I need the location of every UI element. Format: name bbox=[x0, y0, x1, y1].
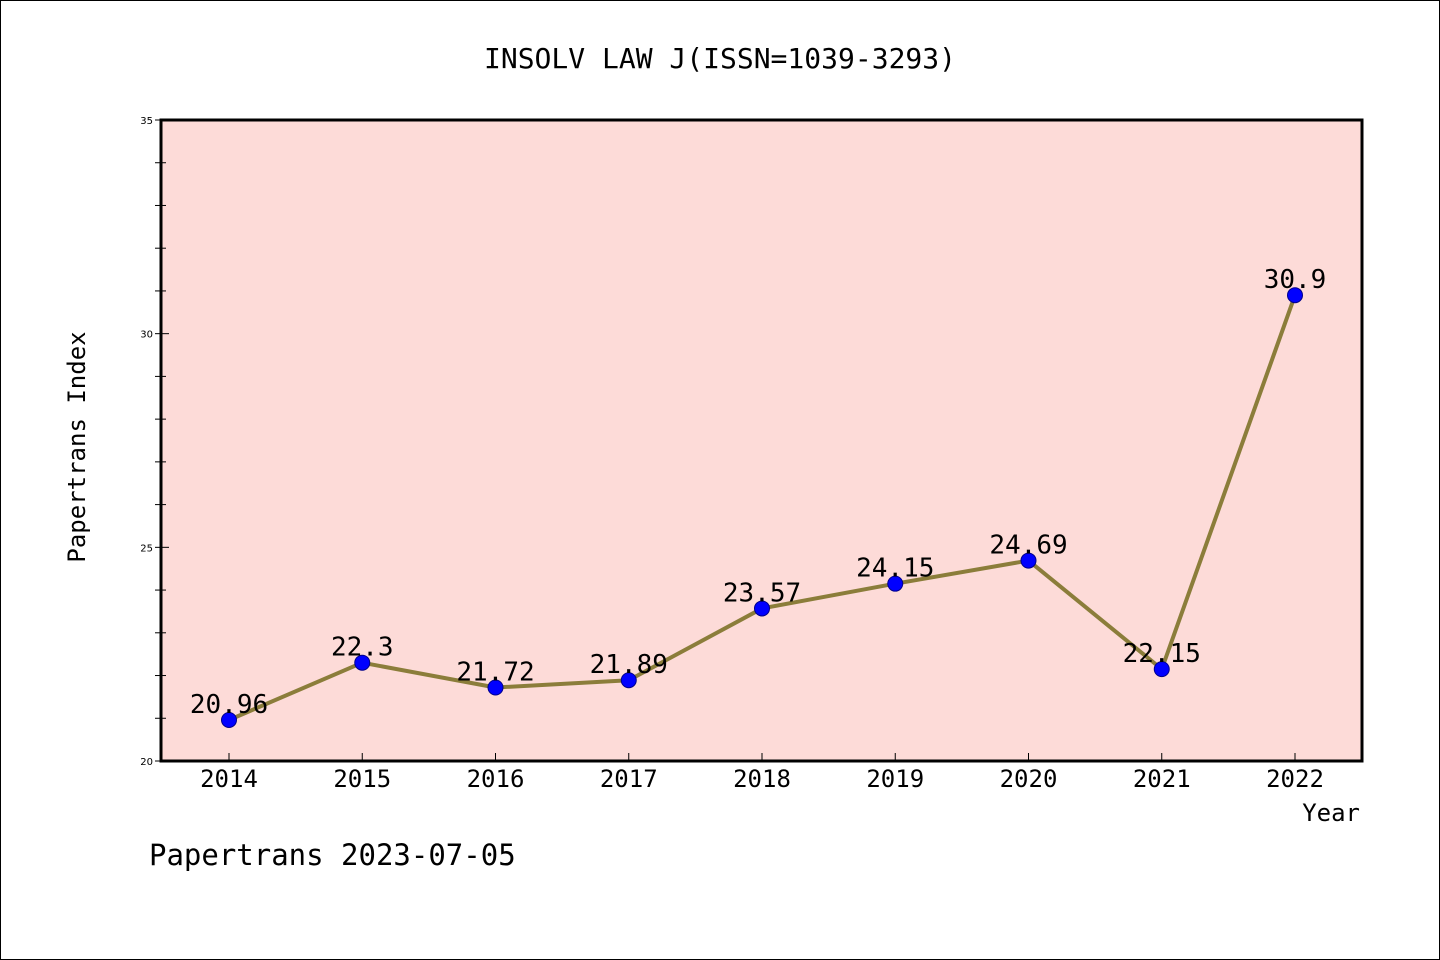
y-tick-label: 25 bbox=[140, 543, 153, 554]
data-point bbox=[354, 654, 371, 671]
footer-watermark: Papertrans 2023-07-05 bbox=[149, 838, 516, 872]
data-label: 20.96 bbox=[190, 690, 268, 720]
y-tick-label: 35 bbox=[140, 116, 153, 127]
x-axis-label: Year bbox=[1302, 799, 1360, 827]
x-tick-label: 2022 bbox=[1266, 765, 1324, 793]
x-tick-label: 2021 bbox=[1133, 765, 1191, 793]
data-label: 21.89 bbox=[590, 650, 668, 680]
plot-area bbox=[159, 118, 1364, 763]
y-axis-label: Papertrans Index bbox=[63, 331, 91, 562]
x-tick-label: 2018 bbox=[733, 765, 791, 793]
y-tick-label: 20 bbox=[140, 757, 153, 768]
data-label: 30.9 bbox=[1264, 265, 1327, 295]
x-tick-label: 2020 bbox=[1000, 765, 1058, 793]
y-axis: 20 25 30 35 bbox=[140, 116, 169, 768]
data-labels: 20.96 22.3 21.72 21.89 23.57 24.15 24.69 22.15 3… bbox=[190, 265, 1326, 720]
data-label: 24.15 bbox=[856, 554, 934, 584]
x-tick-label: 2016 bbox=[467, 765, 525, 793]
x-tick-label: 2019 bbox=[866, 765, 924, 793]
data-point bbox=[1153, 661, 1170, 678]
x-tick-label: 2015 bbox=[333, 765, 391, 793]
data-label: 24.69 bbox=[989, 531, 1067, 561]
data-label: 23.57 bbox=[723, 578, 801, 608]
data-point bbox=[487, 679, 504, 696]
data-point bbox=[887, 575, 904, 592]
x-axis: 2014 2015 2016 2017 2018 2019 2020 2021 2022 bbox=[200, 753, 1324, 793]
series-layer bbox=[221, 287, 1303, 728]
data-label: 21.72 bbox=[456, 657, 534, 687]
data-point bbox=[754, 600, 770, 617]
x-tick-label: 2017 bbox=[600, 765, 658, 793]
y-tick-label: 30 bbox=[140, 330, 153, 341]
data-point bbox=[221, 711, 237, 728]
chart-title: INSOLV LAW J(ISSN=1039-3293) bbox=[484, 42, 956, 75]
data-label: 22.15 bbox=[1123, 639, 1201, 669]
data-label: 22.3 bbox=[331, 633, 394, 663]
data-point bbox=[1020, 552, 1037, 569]
data-point bbox=[620, 672, 637, 689]
x-tick-label: 2014 bbox=[200, 765, 258, 793]
data-point bbox=[1287, 287, 1303, 304]
